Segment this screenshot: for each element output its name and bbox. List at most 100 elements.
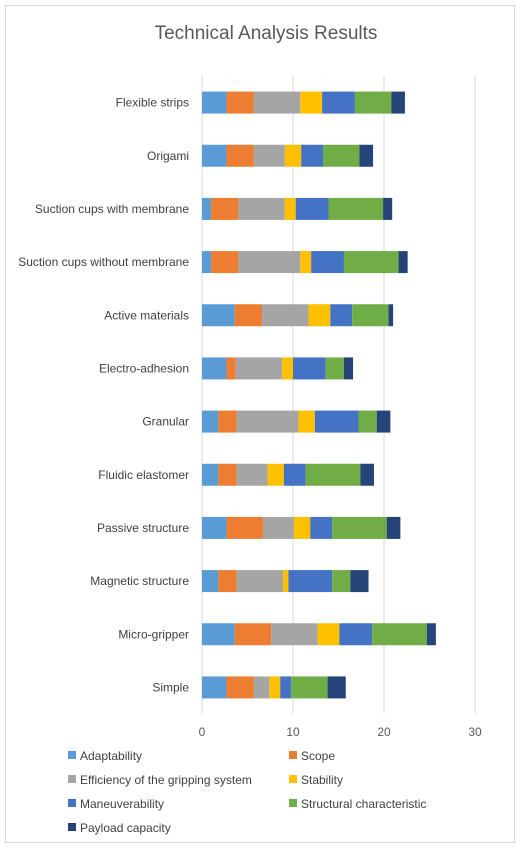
legend-swatch bbox=[68, 823, 76, 831]
bar-segment bbox=[202, 410, 219, 433]
bar-segment bbox=[202, 197, 212, 220]
bar-segment bbox=[202, 570, 219, 593]
category-label: Magnetic structure bbox=[90, 574, 189, 588]
bar-segment bbox=[202, 463, 219, 486]
bar-segment bbox=[262, 304, 309, 327]
bar-segment bbox=[330, 304, 353, 327]
bar-segment bbox=[238, 197, 285, 220]
bar-segment bbox=[332, 570, 351, 593]
bar-segment bbox=[352, 304, 389, 327]
legend: Adaptability Scope Efficiency of the gripp… bbox=[68, 749, 426, 835]
bar-segment bbox=[226, 91, 254, 114]
bar-segment bbox=[383, 197, 393, 220]
bar-segment bbox=[391, 91, 405, 114]
bar-segment bbox=[350, 570, 369, 593]
bar-segment bbox=[253, 144, 285, 167]
legend-swatch bbox=[68, 775, 76, 783]
bar-segment bbox=[298, 410, 315, 433]
category-labels: Flexible strips Origami Suction cups with … bbox=[18, 96, 189, 695]
bar-segment bbox=[226, 357, 236, 380]
bar-segment bbox=[323, 144, 360, 167]
bar-segment bbox=[325, 357, 344, 380]
bars bbox=[202, 91, 436, 699]
bar-segment bbox=[284, 197, 296, 220]
bar-segment bbox=[202, 144, 227, 167]
legend-swatch bbox=[68, 751, 76, 759]
bar-segment bbox=[236, 410, 299, 433]
bar-segment bbox=[282, 570, 289, 593]
bar-segment bbox=[293, 357, 326, 380]
bar-segment bbox=[218, 570, 237, 593]
bar-segment bbox=[310, 516, 333, 539]
bar-segment bbox=[280, 676, 292, 699]
bar-segment bbox=[226, 144, 254, 167]
bar-segment bbox=[317, 623, 340, 646]
x-tick-label: 20 bbox=[377, 725, 391, 739]
legend-label: Maneuverability bbox=[80, 797, 164, 811]
bar-segment bbox=[211, 197, 239, 220]
bar-segment bbox=[288, 570, 333, 593]
bar-segment bbox=[262, 516, 294, 539]
bar-segment bbox=[314, 410, 359, 433]
bar-segment bbox=[202, 357, 227, 380]
gridlines bbox=[201, 76, 476, 714]
bar-segment bbox=[234, 304, 263, 327]
bar-segment bbox=[308, 304, 331, 327]
category-label: Electro-adhesion bbox=[99, 361, 189, 375]
bar-segment bbox=[202, 304, 235, 327]
legend-label: Efficiency of the gripping system bbox=[80, 773, 252, 787]
category-label: Granular bbox=[142, 415, 189, 429]
bar-segment bbox=[358, 410, 377, 433]
bar-segment bbox=[202, 516, 227, 539]
bar-segment bbox=[267, 463, 284, 486]
category-label: Suction cups with membrane bbox=[35, 202, 189, 216]
legend-label: Adaptability bbox=[80, 749, 142, 763]
bar-segment bbox=[359, 144, 374, 167]
bar-segment bbox=[388, 304, 394, 327]
bar-segment bbox=[322, 91, 355, 114]
bar-segment bbox=[218, 463, 237, 486]
bar-segment bbox=[234, 623, 272, 646]
category-label: Micro-gripper bbox=[118, 627, 189, 641]
bar-segment bbox=[339, 623, 373, 646]
category-label: Suction cups without membrane bbox=[18, 255, 189, 269]
bar-segment bbox=[284, 144, 302, 167]
bar-segment bbox=[328, 197, 384, 220]
bar-segment bbox=[372, 623, 427, 646]
bar-segment bbox=[311, 251, 344, 274]
bar-segment bbox=[211, 251, 239, 274]
bar-segment bbox=[426, 623, 436, 646]
legend-swatch bbox=[289, 799, 297, 807]
bar-segment bbox=[236, 463, 268, 486]
bar-segment bbox=[271, 623, 318, 646]
bar-segment bbox=[300, 91, 323, 114]
bar-segment bbox=[226, 516, 263, 539]
legend-swatch bbox=[289, 775, 297, 783]
bar-segment bbox=[301, 144, 324, 167]
bar-segment bbox=[295, 197, 329, 220]
category-label: Fluidic elastomer bbox=[98, 468, 189, 482]
bar-segment bbox=[202, 676, 227, 699]
x-tick-label: 0 bbox=[199, 725, 206, 739]
bar-segment bbox=[283, 463, 306, 486]
bar-segment bbox=[398, 251, 408, 274]
bar-segment bbox=[202, 91, 227, 114]
bar-segment bbox=[202, 251, 212, 274]
category-label: Flexible strips bbox=[116, 96, 189, 110]
bar-segment bbox=[386, 516, 401, 539]
bar-segment bbox=[300, 251, 312, 274]
bar-segment bbox=[354, 91, 392, 114]
x-axis: 0 10 20 30 bbox=[199, 725, 482, 739]
bar-segment bbox=[226, 676, 254, 699]
category-label: Origami bbox=[147, 149, 189, 163]
legend-swatch bbox=[68, 799, 76, 807]
bar-segment bbox=[238, 251, 301, 274]
category-label: Simple bbox=[152, 680, 189, 694]
bar-segment bbox=[332, 516, 387, 539]
category-label: Active materials bbox=[104, 308, 189, 322]
bar-segment bbox=[269, 676, 281, 699]
bar-segment bbox=[253, 676, 270, 699]
bar-segment bbox=[343, 357, 354, 380]
legend-label: Structural characteristic bbox=[301, 797, 426, 811]
